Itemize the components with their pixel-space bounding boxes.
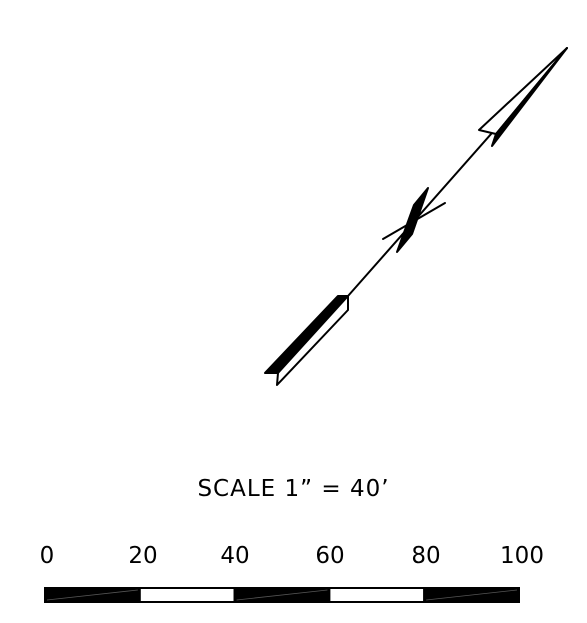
scale-tick-label-0: 0 [39, 543, 55, 569]
scale-title: SCALE 1” = 40’ [197, 476, 390, 502]
scale-tick-label-80: 80 [411, 543, 441, 569]
scale-tick-label-60: 60 [315, 543, 345, 569]
scale-tick-label-20: 20 [128, 543, 158, 569]
north-arrow-middle-barb [382, 187, 446, 253]
north-arrow-head [478, 47, 568, 147]
scale-tick-label-100: 100 [500, 543, 544, 569]
scale-bar-segment-empty [138, 587, 236, 603]
scale-bar-hatch-line [46, 589, 138, 601]
north-arrow-tail [264, 295, 349, 386]
scale-bar-segment-empty [328, 587, 426, 603]
scale-bar [44, 587, 521, 603]
scale-tick-label-40: 40 [220, 543, 250, 569]
scale-bar-hatch-line [236, 589, 328, 601]
scale-bar-hatch-line [426, 589, 518, 601]
